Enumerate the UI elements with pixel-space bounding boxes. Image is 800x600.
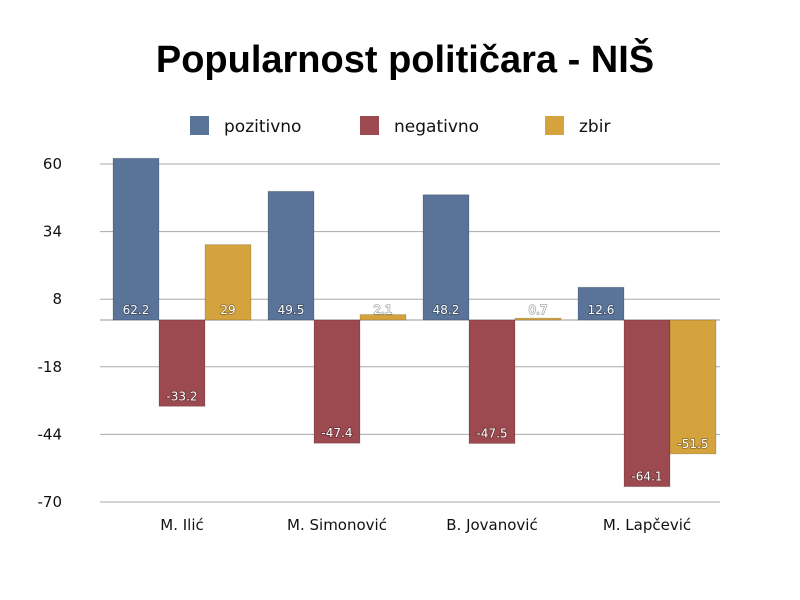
bar-zbir	[669, 319, 717, 455]
bar-zbir	[204, 244, 252, 321]
category-labels: M. Ilić M. Simonović B. Jovanović M. Lapčev…	[160, 516, 691, 534]
y-tick-label: -18	[38, 358, 63, 376]
data-label-zbir: 29	[220, 303, 235, 317]
legend-label-negativno: negativno	[394, 117, 479, 137]
x-tick-label: M. Simonović	[287, 516, 387, 534]
data-label-zbir: 2.1	[373, 303, 392, 317]
bar-negativno	[468, 319, 516, 444]
bar-pozitivno	[267, 190, 315, 321]
bars: 62.2 -33.2 29 49.5 -47.4 2.1 48.2 -47.5 0.7 12.6 -…	[112, 157, 717, 488]
legend-swatch-negativno	[360, 116, 379, 135]
data-label-pozitivno: 48.2	[433, 303, 460, 317]
data-label-negativno: -64.1	[631, 470, 662, 484]
data-label-negativno: -47.5	[476, 427, 507, 441]
legend-label-zbir: zbir	[579, 117, 610, 137]
data-label-zbir: -51.5	[677, 437, 708, 451]
data-label-pozitivno: 12.6	[588, 303, 615, 317]
legend-swatch-zbir	[545, 116, 564, 135]
data-label-pozitivno: 49.5	[278, 303, 305, 317]
y-tick-label: 60	[43, 155, 62, 173]
y-tick-label: -44	[38, 425, 63, 443]
bar-negativno	[313, 319, 361, 444]
y-tick-label: 8	[52, 290, 62, 308]
legend: pozitivno negativno zbir	[190, 116, 610, 137]
x-tick-label: B. Jovanović	[446, 516, 537, 534]
bar-zbir	[359, 314, 407, 321]
data-label-negativno: -33.2	[166, 389, 197, 403]
x-tick-label: M. Ilić	[160, 516, 203, 534]
data-label-negativno: -47.4	[321, 426, 352, 440]
gridlines: 60 34 8 -18 -44 -70	[38, 155, 720, 511]
y-tick-label: 34	[43, 223, 62, 241]
legend-swatch-pozitivno	[190, 116, 209, 135]
bar-pozitivno	[577, 286, 625, 321]
x-tick-label: M. Lapčević	[603, 516, 691, 534]
bar-pozitivno	[112, 157, 160, 321]
bar-pozitivno	[422, 194, 470, 321]
bar-negativno	[623, 319, 671, 488]
bar-negativno	[158, 319, 206, 407]
chart-title: Popularnost političara - NIŠ	[156, 36, 654, 81]
y-tick-label: -70	[38, 493, 63, 511]
data-label-zbir: 0.7	[528, 303, 547, 317]
bar-zbir	[514, 317, 562, 321]
data-label-pozitivno: 62.2	[123, 303, 150, 317]
legend-label-pozitivno: pozitivno	[224, 117, 301, 137]
